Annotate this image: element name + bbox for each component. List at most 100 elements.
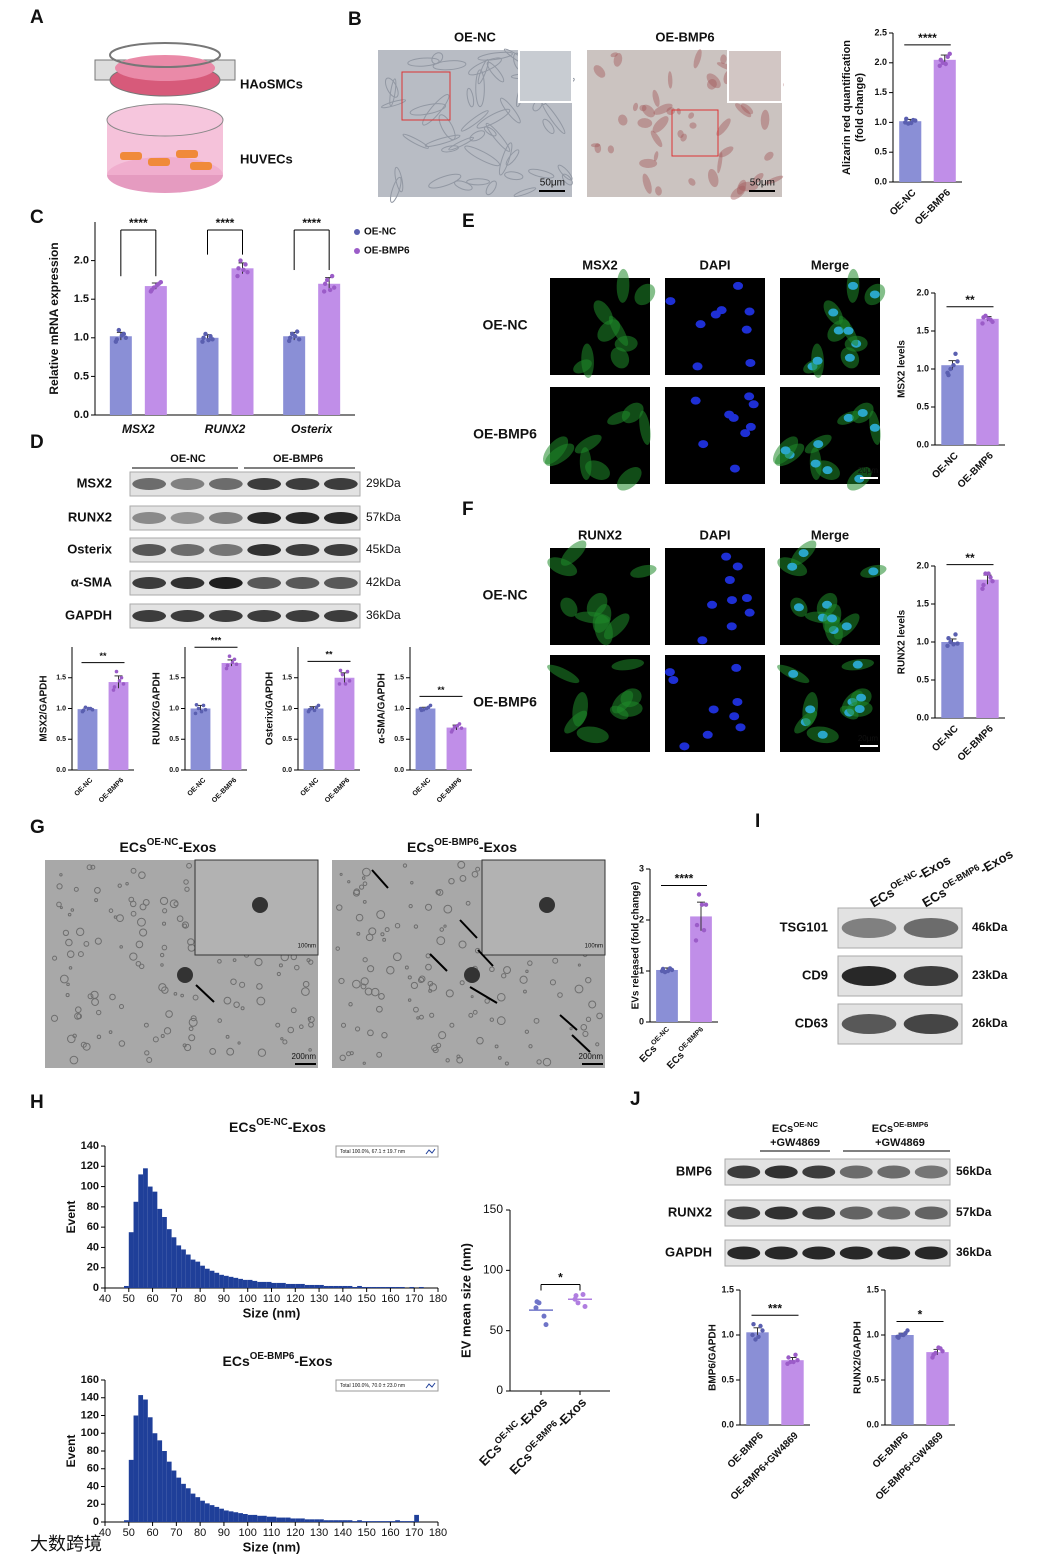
stained-cell [642,173,652,194]
vesicle [308,1048,312,1052]
vesicle [68,966,73,970]
vesicle [380,932,385,937]
zoom-box [401,71,451,121]
vesicle [146,1057,153,1063]
column-title: DAPI [699,527,730,542]
nucleus [728,413,739,422]
stained-cell [752,172,764,184]
vesicle [582,1030,589,1037]
histogram-bar [304,1284,310,1288]
bar [781,1360,804,1425]
vesicle [128,896,135,903]
data-point [329,273,335,279]
cell-outline [431,52,444,65]
vesicle [173,901,179,907]
vesicle [436,1042,442,1048]
vesicle [278,963,283,968]
vesicle [362,1061,366,1065]
histogram-bar [276,1517,282,1522]
vesicle [119,945,123,949]
vesicle [362,900,367,904]
blot-band [170,544,205,556]
vesicle [376,1051,383,1058]
histogram-bar [157,1208,163,1288]
data-point [337,682,342,686]
nucleus [868,567,879,576]
y-tick-label: 0.5 [916,674,929,684]
blot-size-label: 42kDa [366,575,401,589]
vesicle [233,1001,240,1008]
histogram-bar [380,1286,386,1288]
vesicle [417,976,425,984]
nucleus [843,413,854,422]
vesicle [402,863,408,868]
micrograph [780,268,886,379]
vesicle [50,1014,59,1022]
histogram-bar [247,1279,253,1288]
arrow [459,919,478,939]
cell-outline [528,168,555,179]
histogram-bar [390,1286,396,1288]
vesicle [125,882,129,886]
histogram-bar [300,1518,305,1522]
x-tick-label: OE-NC [186,777,207,798]
histogram-bar [371,1521,377,1522]
panel-letter: C [30,207,44,228]
histogram-bar [399,1286,405,1288]
histogram-bar [266,1281,272,1288]
x-tick-label: OE-BMP6+GW4869 [728,1430,800,1502]
data-point [331,285,337,290]
vesicle [457,860,466,869]
vesicle [308,1021,314,1028]
histogram-bar [195,1261,201,1288]
blot-band [903,918,959,938]
x-tick-label: MSX2 [122,422,155,436]
text-part: +GW4869 [770,1137,820,1149]
y-tick-label: 1.5 [394,675,404,682]
data-point [459,726,464,730]
dish-rim [106,103,224,137]
vesicle [301,987,310,996]
histogram-bar [204,1268,210,1288]
data-point [199,709,204,714]
bar [221,662,242,770]
vesicle [428,983,438,992]
y-tick-label: 0.5 [169,736,179,743]
nucleus [724,575,735,584]
blot-band [208,478,243,490]
cell-outline [561,173,573,186]
vesicle [336,904,343,911]
vesicle [436,889,444,896]
y-axis-title: RUNX2/GAPDH [853,1321,864,1394]
text-part: OE-NC [888,187,919,218]
vesicle [533,1017,540,1024]
nucleus [798,549,809,558]
data-point [953,632,958,637]
x-tick-label: 110 [263,1527,281,1539]
histogram-bar [366,1521,372,1522]
data-point [241,267,246,273]
y-tick-label: 50 [490,1323,504,1337]
vesicle [181,921,190,929]
nucleus [745,422,756,431]
y-axis-title: Osterix/GAPDH [265,672,276,745]
vesicle [549,979,556,986]
data-point [948,639,953,645]
vesicle [360,983,367,990]
histogram-bar [200,1265,205,1288]
vesicle [188,1034,196,1042]
y-tick-label: 0.0 [56,767,66,774]
bar [976,318,999,445]
text-part: OE-BMP6 [913,187,953,227]
histogram-bar [376,1286,381,1288]
data-point [119,333,125,338]
vesicle [307,1016,312,1021]
histogram-bar [281,1517,286,1522]
column-header: +GW4869 [875,1137,925,1149]
histogram-bar [361,1521,367,1522]
nucleus [869,290,880,299]
data-point [940,1349,945,1354]
y-tick-label: 0.0 [74,409,89,421]
y-tick-label: 0.0 [282,767,292,774]
x-tick-label: 50 [123,1527,135,1539]
